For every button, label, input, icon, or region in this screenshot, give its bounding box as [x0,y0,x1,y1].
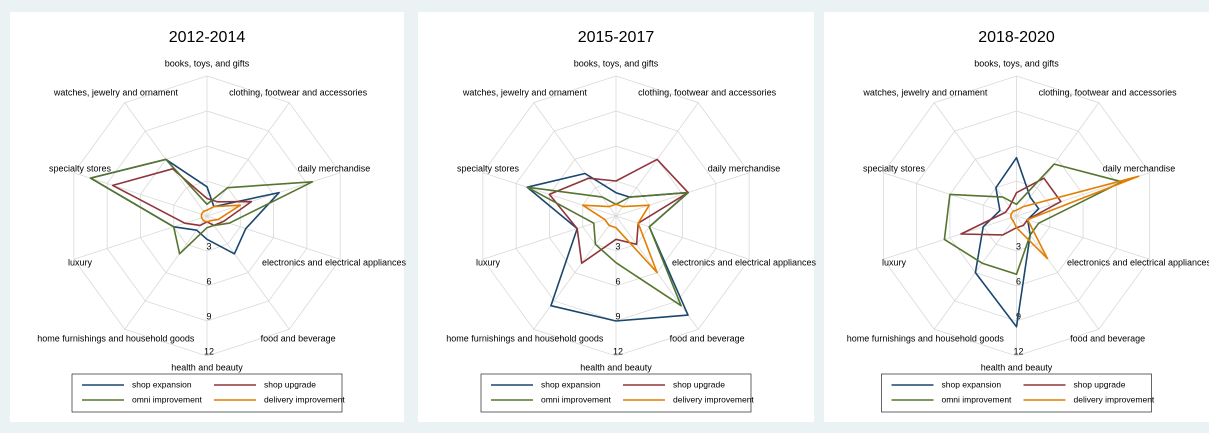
radar-line [1010,175,1140,260]
spoke [533,215,617,330]
legend-label: omni improvement [541,394,612,404]
spoke [883,215,1017,260]
chart-panel: 2012-2014 3 6 9 12 books, toys, and gifts clot… [10,12,407,422]
legend-box [881,373,1152,413]
legend-label: shop upgrade [1074,379,1126,389]
category-label: health and beauty [981,362,1053,372]
category-label: books, toys, and gifts [165,58,250,68]
chart-title: 2012-2014 [169,29,246,46]
category-label: health and beauty [580,362,652,372]
radial-tick-label: 3 [615,241,620,251]
radar-line [89,158,314,255]
spoke [206,102,290,217]
category-label: luxury [882,257,907,267]
radar-line [200,204,242,223]
category-label: watches, jewelry and ornament [862,87,988,97]
chart-title: 2015-2017 [578,29,655,46]
legend-box [71,373,343,413]
legend-label: shop expansion [541,379,601,389]
legend-label: shop upgrade [264,379,316,389]
category-label: food and beverage [261,333,336,343]
spoke [73,172,208,217]
radial-tick-label: 6 [206,276,211,286]
category-label: specialty stores [49,163,112,173]
category-label: luxury [68,257,93,267]
radar-line [581,203,658,274]
radial-tick-label: 12 [1013,346,1023,356]
category-label: luxury [476,257,501,267]
category-label: electronics and electrical appliances [672,257,817,267]
category-label: clothing, footwear and accessories [229,87,368,97]
category-label: daily merchandise [1103,163,1176,173]
radar-line [974,156,1040,328]
category-label: home furnishings and household goods [446,333,604,343]
legend-label: shop upgrade [673,379,725,389]
radial-tick-label: 9 [615,311,620,321]
spoke [206,215,290,330]
legend-label: delivery improvement [673,394,754,404]
category-label: daily merchandise [298,163,371,173]
category-label: specialty stores [863,163,926,173]
radial-tick-label: 3 [1016,241,1021,251]
category-label: watches, jewelry and ornament [462,87,588,97]
radial-tick-label: 3 [206,241,211,251]
legend-label: delivery improvement [1074,394,1155,404]
legend-label: shop expansion [132,379,192,389]
legend-box [480,373,752,413]
category-label: health and beauty [171,362,243,372]
radial-tick-label: 12 [613,346,623,356]
category-label: daily merchandise [708,163,781,173]
radar-line [526,186,689,307]
category-label: food and beverage [670,333,745,343]
spoke [615,172,750,217]
chart-title: 2018-2020 [978,29,1055,46]
legend-label: shop expansion [942,379,1002,389]
radar-line [548,158,689,264]
category-label: home furnishings and household goods [847,333,1005,343]
category-label: electronics and electrical appliances [1067,257,1209,267]
chart-panel: 2015-2017 3 6 9 12 books, toys, and gifts clot… [418,12,817,422]
spoke [124,215,208,330]
legend-label: omni improvement [942,394,1013,404]
category-label: home furnishings and household goods [37,333,195,343]
radial-tick-label: 6 [1016,276,1021,286]
category-label: clothing, footwear and accessories [638,87,777,97]
legend-label: omni improvement [132,394,203,404]
category-label: books, toys, and gifts [974,58,1059,68]
radial-tick-label: 9 [206,311,211,321]
category-label: electronics and electrical appliances [262,257,407,267]
legend-label: delivery improvement [264,394,345,404]
category-label: books, toys, and gifts [574,58,659,68]
radial-tick-label: 6 [615,276,620,286]
category-label: specialty stores [457,163,520,173]
radial-tick-label: 12 [204,346,214,356]
category-label: clothing, footwear and accessories [1039,87,1178,97]
category-label: watches, jewelry and ornament [53,87,179,97]
radar-line [943,163,1123,276]
category-label: food and beverage [1070,333,1145,343]
